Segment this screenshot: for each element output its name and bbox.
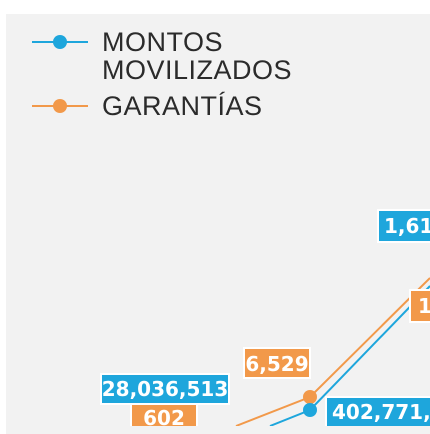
data-label-montos-1: 28,036,513 (100, 373, 230, 405)
data-label-garantias-1: 602 (130, 403, 198, 426)
data-label-text-garantias-1: 602 (143, 406, 185, 426)
data-label-text-garantias-2: 6,529 (245, 352, 308, 376)
data-point-garantias-2 (303, 390, 317, 404)
legend-label-garantias: GARANTÍAS (102, 91, 263, 121)
legend: MONTOS MOVILIZADOS GARANTÍAS (32, 28, 302, 128)
legend-item-montos: MONTOS MOVILIZADOS (32, 28, 302, 84)
data-point-montos-2 (303, 403, 317, 417)
chart-panel (6, 14, 430, 434)
data-label-garantias-2: 6,529 (243, 347, 311, 379)
data-label-text-montos-2: 402,771,1 (332, 400, 430, 424)
data-label-montos-2: 402,771,1 (325, 396, 430, 426)
data-label-montos-3: 1,611 (377, 209, 430, 243)
legend-item-garantias: GARANTÍAS (32, 92, 302, 120)
data-label-garantias-3: 1 (409, 289, 430, 323)
data-label-text-montos-1: 28,036,513 (102, 377, 229, 401)
data-label-text-garantias-3: 1 (418, 294, 430, 318)
legend-marker-montos (32, 35, 88, 49)
data-label-text-montos-3: 1,611 (384, 214, 430, 238)
legend-marker-garantias (32, 99, 88, 113)
legend-label-montos: MONTOS MOVILIZADOS (102, 27, 293, 85)
